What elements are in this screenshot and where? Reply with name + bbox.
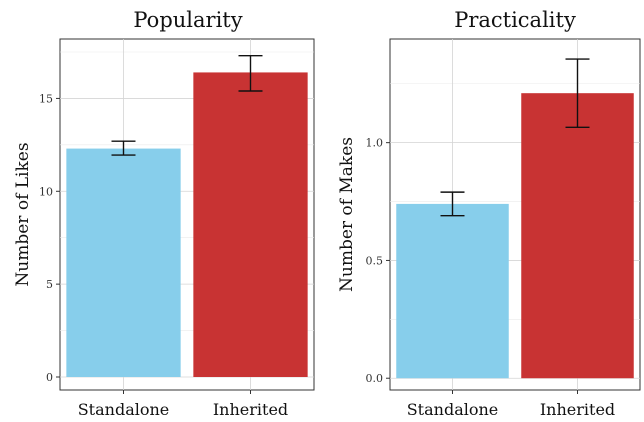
panel-practicality: 0.0 0.5 1.0 Standalone Inherited Practicality… [337,8,640,419]
chart-title: Popularity [133,8,242,32]
y-tick-label: 0.0 [366,372,384,385]
y-tick-label: 0 [46,371,53,384]
bar-inherited [193,72,307,377]
y-tick-label: 5 [46,278,53,291]
chart-title: Practicality [454,8,576,32]
x-tick-label: Inherited [213,400,288,419]
bar-standalone [396,204,509,378]
panel-popularity: 0 5 10 15 Standalone Inherited Popularity Numbe… [13,8,314,419]
x-tick-label: Inherited [540,400,615,419]
y-tick-label: 0.5 [366,254,384,267]
bar-standalone [66,149,180,377]
bar-inherited [521,93,634,378]
y-axis-label: Number of Makes [337,137,357,292]
y-tick-label: 10 [39,185,53,198]
x-tick-label: Standalone [78,400,170,419]
y-axis-label: Number of Likes [13,142,33,286]
y-tick-label: 15 [39,92,53,105]
x-tick-label: Standalone [407,400,499,419]
y-tick-label: 1.0 [366,137,384,150]
